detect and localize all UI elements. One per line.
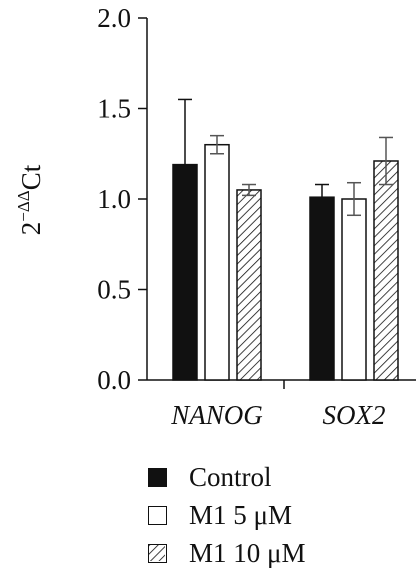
y-tick-label: 1.5 bbox=[97, 94, 131, 124]
legend-item-m1-10um: M1 10 μM bbox=[148, 534, 306, 572]
y-axis-label: 2−ΔΔCt bbox=[14, 164, 46, 235]
bar-sox2-0 bbox=[309, 196, 335, 381]
y-tick-label: 0.5 bbox=[97, 275, 131, 305]
x-tick-label: SOX2 bbox=[323, 400, 386, 430]
y-tick-label: 2.0 bbox=[97, 3, 131, 33]
bar-nanog-2 bbox=[236, 189, 262, 381]
bar-nanog-1 bbox=[204, 143, 230, 381]
bar-sox2-2 bbox=[373, 160, 399, 381]
bar-sox2-1 bbox=[341, 198, 367, 381]
legend-label: Control bbox=[189, 461, 272, 492]
legend-item-m1-5um: M1 5 μM bbox=[148, 496, 306, 534]
bar-nanog-0 bbox=[172, 163, 198, 381]
y-tick-label: 1.0 bbox=[97, 184, 131, 214]
legend-swatch-solid-icon bbox=[148, 467, 167, 487]
bar-chart: 0.0 0.5 1.0 1.5 2.0 NANOG SOX2 2−ΔΔCt bbox=[14, 3, 416, 430]
legend-item-control: Control bbox=[148, 458, 306, 496]
x-tick-label: NANOG bbox=[170, 400, 263, 430]
legend-swatch-open-icon bbox=[148, 505, 167, 525]
legend: Control M1 5 μM M1 10 μM bbox=[148, 458, 306, 572]
y-tick-label: 0.0 bbox=[97, 365, 131, 395]
legend-swatch-hatched-icon bbox=[148, 543, 167, 563]
legend-label: M1 5 μM bbox=[189, 499, 292, 530]
legend-label: M1 10 μM bbox=[189, 537, 306, 568]
